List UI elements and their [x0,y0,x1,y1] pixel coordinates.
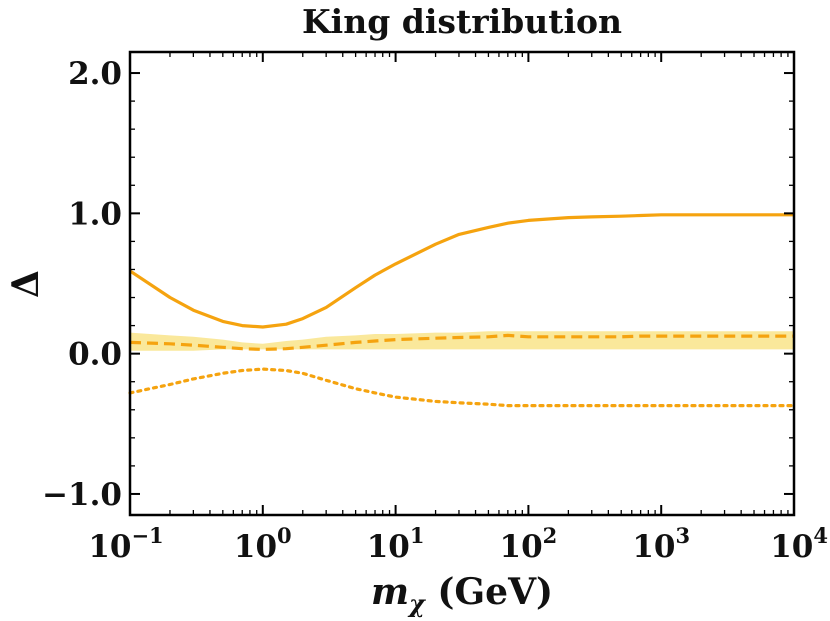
x-tick-label: 100 [234,523,292,565]
series-line-solid [129,213,794,329]
y-tick-labels: −1.0 0.0 1.0 2.0 [42,56,122,513]
x-tick-base: 10 [632,529,675,565]
y-tick-label: 2.0 [68,56,122,92]
x-tick-label: 10−1 [88,523,163,565]
x-tick-label: 103 [632,523,690,565]
x-axis-label-gap [425,571,438,613]
x-tick-base: 10 [234,529,277,565]
y-tick-label: 0.0 [68,337,122,373]
x-tick-label: 102 [500,523,558,565]
x-tick-base: 10 [500,529,543,565]
x-tick-exponent: 1 [410,523,425,548]
y-tick-label: 1.0 [68,196,122,232]
x-tick-exponent: 2 [543,523,558,548]
x-tick-label: 104 [770,523,828,565]
x-tick-label: 101 [367,523,425,565]
x-axis-label: mχ (GeV) [371,571,553,618]
band-area [130,331,794,351]
x-tick-exponent: −1 [131,523,163,548]
plot-frame [128,50,796,517]
x-tick-labels: 10−1 100 101 102 103 104 [88,523,828,565]
y-axis-label: Δ [5,270,47,298]
chart-title: King distribution [302,2,622,41]
plot-area [128,213,796,408]
axis-ticks [129,52,795,515]
x-tick-base: 10 [367,529,410,565]
x-tick-exponent: 3 [675,523,690,548]
x-tick-base: 10 [88,529,131,565]
series-line-dashed [129,333,794,351]
y-tick-label: −1.0 [42,477,122,513]
x-axis-label-subscript: χ [407,589,426,618]
x-tick-exponent: 4 [813,523,828,548]
x-tick-exponent: 0 [277,523,292,548]
x-axis-label-var: m [371,571,409,613]
x-tick-base: 10 [770,529,813,565]
x-axis-label-unit: (GeV) [437,571,553,613]
series-line-dotted [128,367,796,408]
